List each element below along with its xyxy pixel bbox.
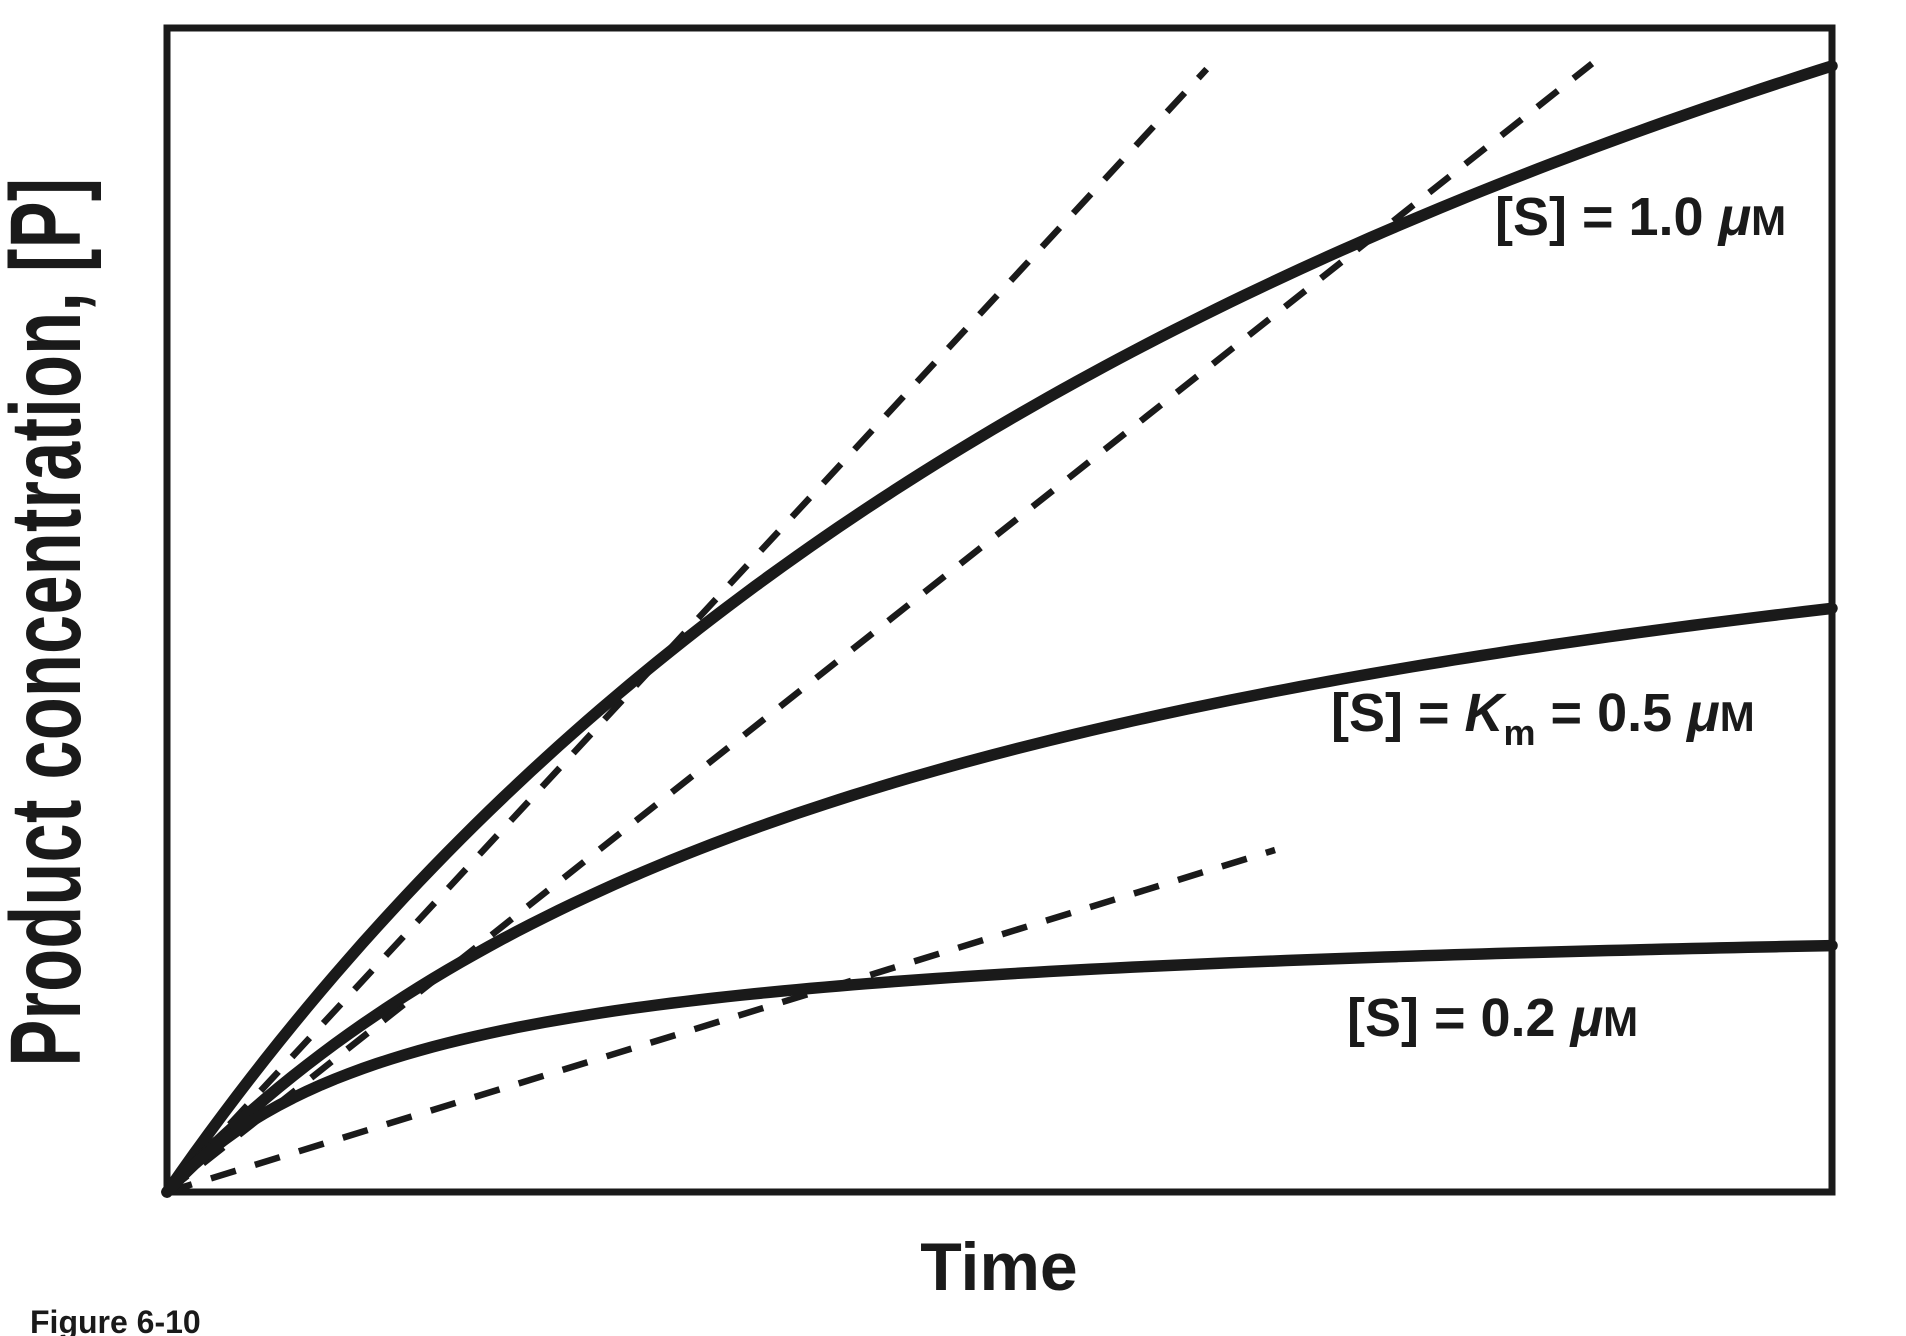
svg-text:Time: Time [920,1229,1077,1305]
svg-text:[S] = 1.0 μM: [S] = 1.0 μM [1495,187,1786,247]
svg-text:Figure 6-10: Figure 6-10 [30,1304,201,1336]
svg-text:[S] = Km = 0.5 μM: [S] = Km = 0.5 μM [1331,683,1755,753]
svg-text:[S] = 0.2 μM: [S] = 0.2 μM [1347,988,1638,1048]
svg-text:Product concentration, [P]: Product concentration, [P] [0,178,102,1067]
